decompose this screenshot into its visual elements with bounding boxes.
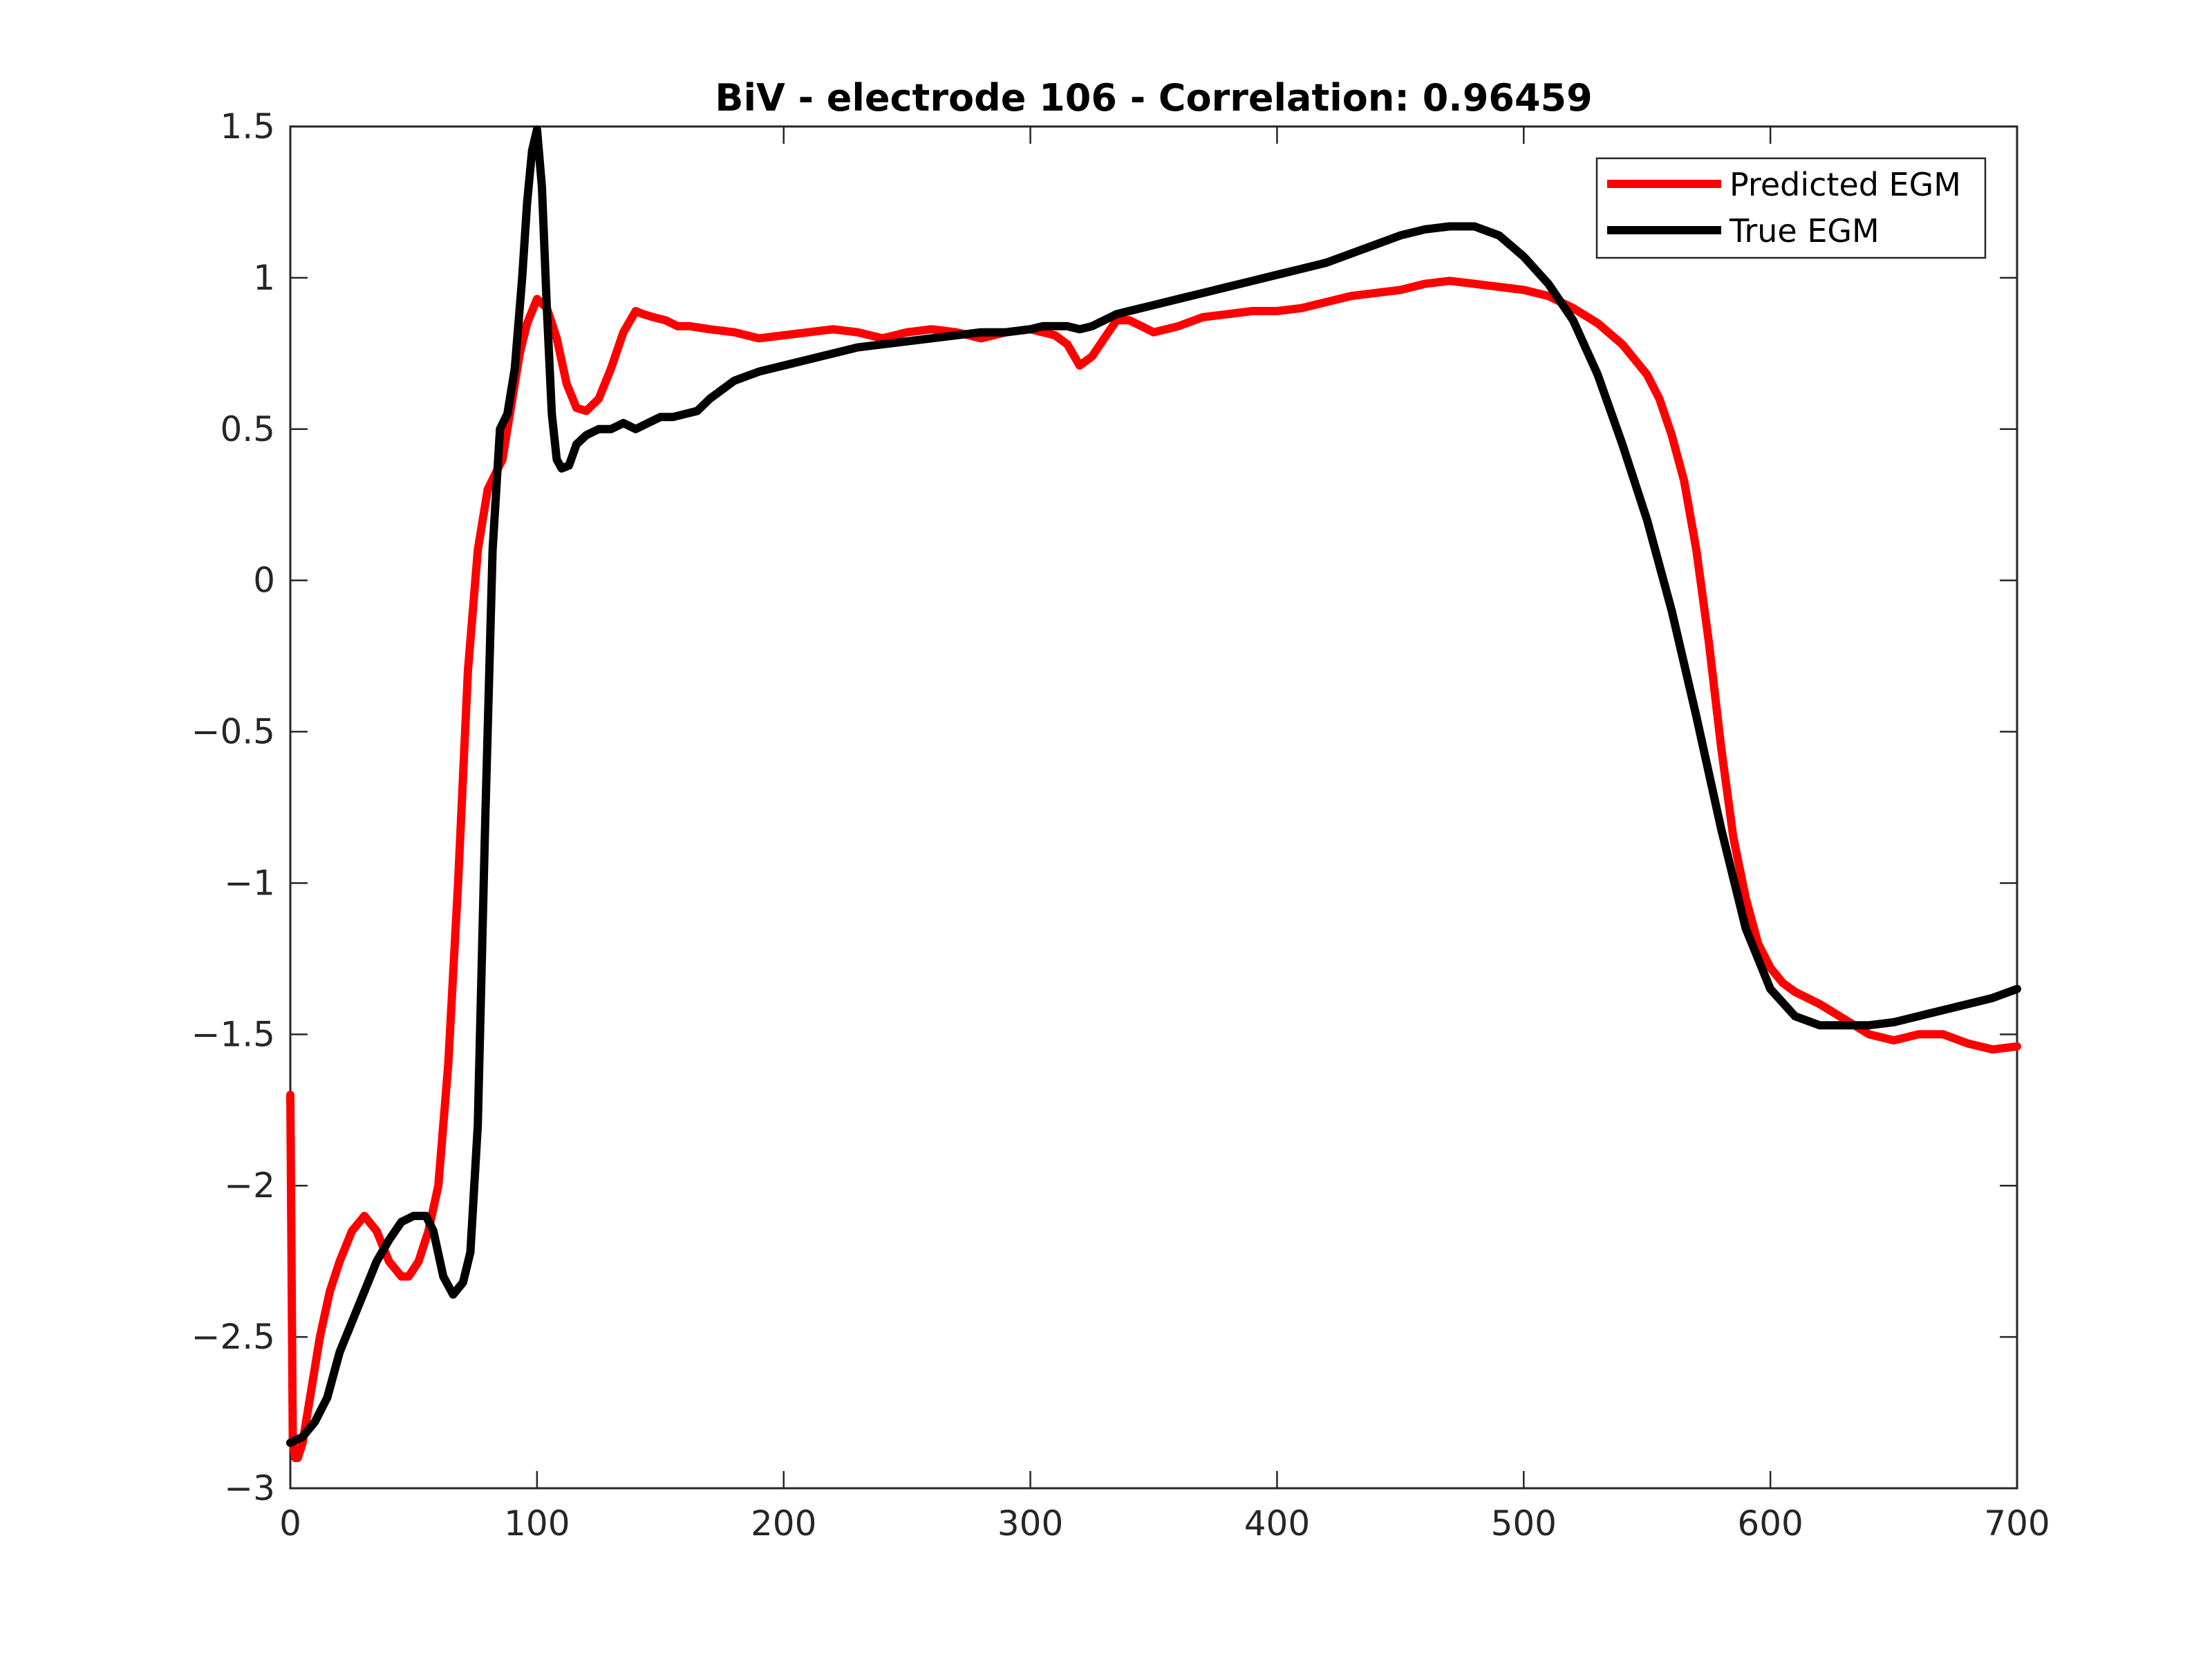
x-tick-label: 500 <box>1491 1503 1557 1544</box>
y-tick-label: −3 <box>224 1468 275 1508</box>
legend-label-predicted-egm: Predicted EGM <box>1730 166 1961 203</box>
legend: Predicted EGM True EGM <box>1595 157 1987 259</box>
y-tick-label: −0.5 <box>191 712 275 752</box>
axis-ticks: 0 100 200 300 400 500 600 700 −3 −2.5 −2 −1.5 −1 −0.5… <box>191 106 2050 1544</box>
legend-box <box>1595 157 1987 259</box>
x-tick-label: 300 <box>997 1503 1063 1544</box>
y-tick-label: 1 <box>253 258 275 298</box>
y-tick-label: 1.5 <box>220 106 275 147</box>
x-tick-label: 600 <box>1737 1503 1803 1544</box>
series-line-true-egm <box>286 125 2021 1447</box>
y-tick-label: −1 <box>224 863 275 903</box>
x-tick-label: 400 <box>1244 1503 1310 1544</box>
y-tick-label: −1.5 <box>191 1014 275 1054</box>
x-tick-label: 0 <box>279 1503 301 1544</box>
y-tick-label: 0.5 <box>220 409 275 449</box>
y-tick-label: −2.5 <box>191 1317 275 1357</box>
chart-title: BiV - electrode 106 - Correlation: 0.964… <box>715 76 1592 120</box>
x-tick-label: 700 <box>1984 1503 2050 1544</box>
y-tick-label: 0 <box>253 561 275 601</box>
legend-label-true-egm: True EGM <box>1729 212 1880 250</box>
x-tick-label: 200 <box>751 1503 816 1544</box>
series-lines <box>286 125 2021 1463</box>
x-tick-label: 100 <box>504 1503 570 1544</box>
y-tick-label: −2 <box>224 1165 275 1206</box>
